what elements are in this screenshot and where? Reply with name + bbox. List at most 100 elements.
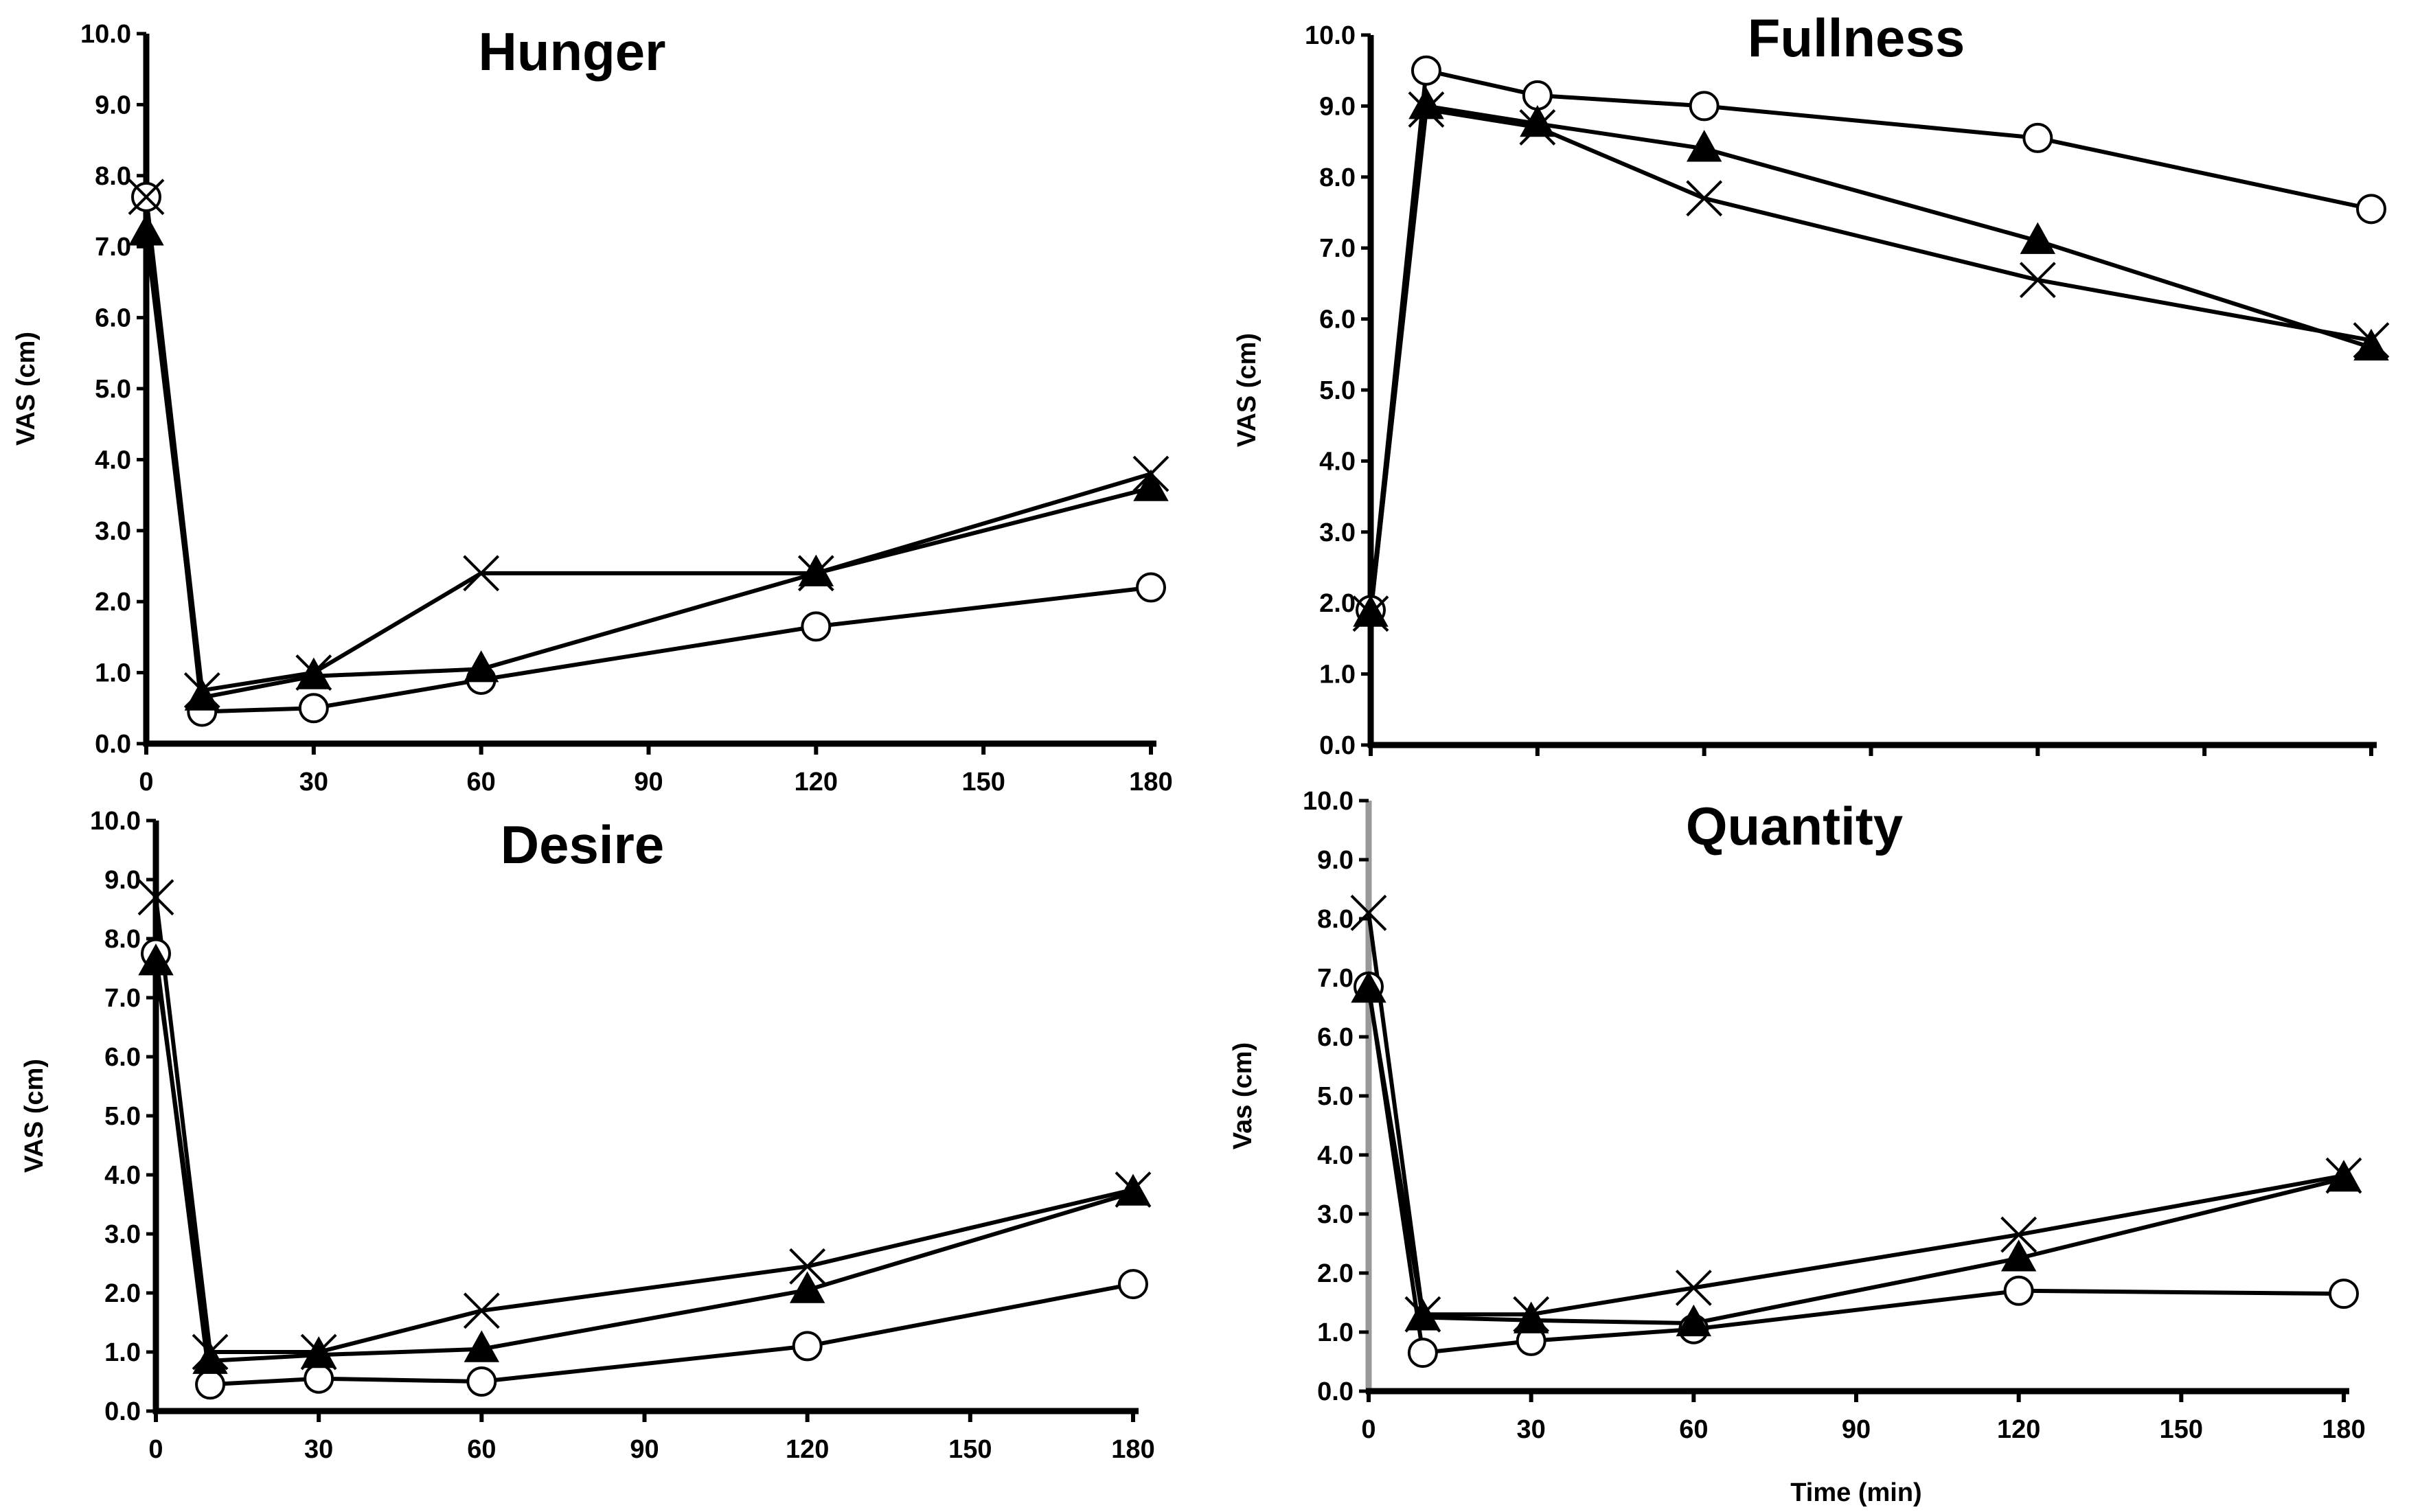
data-point-triangle — [1408, 87, 1444, 119]
x-tick-label: 180 — [1111, 1435, 1154, 1464]
y-tick-label: 2.0 — [1317, 1259, 1354, 1288]
y-tick-label: 3.0 — [104, 1220, 141, 1249]
series-line-triangle — [144, 232, 1152, 700]
data-point-triangle — [463, 650, 499, 683]
y-tick-label: 5.0 — [1317, 1082, 1354, 1111]
y-tick-label: 5.0 — [95, 375, 131, 404]
data-point-circle — [801, 611, 832, 642]
y-tick-label: 4.0 — [1317, 1141, 1354, 1170]
y-axis-label: Vas (cm) — [1229, 1042, 1257, 1149]
y-tick-label: 2.0 — [95, 588, 131, 617]
data-point-triangle — [798, 554, 834, 586]
data-point-cross — [1350, 894, 1387, 931]
data-point-triangle — [1351, 970, 1386, 1003]
y-tick-label: 3.0 — [95, 517, 131, 546]
data-point-cross — [2000, 1216, 2037, 1253]
data-point-cross — [137, 879, 174, 916]
data-point-circle — [1689, 91, 1720, 122]
y-tick-label: 9.0 — [1319, 92, 1356, 121]
x-tick-label: 0 — [148, 1435, 163, 1464]
series-line-triangle — [154, 961, 1134, 1363]
data-point-cross — [1408, 91, 1445, 128]
data-point-triangle — [2020, 222, 2056, 254]
data-point-circle — [2003, 1275, 2034, 1306]
y-tick-label: 8.0 — [95, 162, 131, 191]
y-tick-label: 10.0 — [1303, 787, 1354, 816]
data-point-cross — [1404, 1296, 1441, 1333]
y-tick-label: 3.0 — [1317, 1200, 1354, 1229]
y-tick-label: 5.0 — [1319, 376, 1356, 405]
x-axis-label: Time (min) — [1790, 1478, 1921, 1507]
y-tick-label: 10.0 — [1305, 21, 1356, 50]
data-point-cross — [183, 672, 220, 709]
data-point-triangle — [138, 943, 174, 976]
x-tick-label: 120 — [795, 768, 838, 797]
y-axis-label: VAS (cm) — [1233, 333, 1261, 447]
data-point-circle — [1407, 1338, 1438, 1368]
series-line-cross — [1369, 107, 2372, 615]
series-line-circle — [144, 196, 1152, 714]
data-point-cross — [463, 1292, 500, 1329]
x-tick-label: 120 — [786, 1435, 829, 1464]
y-tick-label: 5.0 — [104, 1102, 141, 1131]
data-point-circle — [195, 1369, 226, 1400]
x-tick-label: 150 — [948, 1435, 992, 1464]
data-point-cross — [300, 1333, 337, 1371]
y-tick-label: 10.0 — [80, 20, 131, 49]
data-point-triangle — [1676, 1304, 1712, 1337]
data-point-cross — [192, 1333, 229, 1371]
chart-title: Hunger — [479, 21, 666, 82]
x-tick-label: 30 — [1517, 1415, 1546, 1444]
y-tick-label: 9.0 — [104, 866, 141, 895]
data-point-circle — [1522, 80, 1553, 111]
x-tick-label: 0 — [139, 768, 153, 797]
y-tick-label: 1.0 — [1317, 1318, 1354, 1347]
data-point-circle — [1118, 1269, 1148, 1300]
y-tick-label: 4.0 — [104, 1161, 141, 1190]
y-tick-label: 9.0 — [1317, 846, 1354, 875]
x-tick-label: 90 — [634, 768, 663, 797]
data-point-cross — [1513, 1296, 1550, 1333]
data-point-triangle — [2353, 328, 2389, 360]
data-point-cross — [295, 654, 332, 691]
y-tick-label: 8.0 — [1317, 905, 1354, 934]
data-point-cross — [789, 1248, 826, 1285]
y-tick-label: 7.0 — [1319, 234, 1356, 263]
data-point-triangle — [184, 678, 220, 711]
y-tick-label: 8.0 — [104, 925, 141, 954]
data-point-cross — [2325, 1157, 2362, 1194]
y-tick-label: 1.0 — [104, 1338, 141, 1367]
y-tick-label: 4.0 — [1319, 447, 1356, 476]
data-point-cross — [1519, 109, 1556, 146]
x-tick-label: 0 — [1361, 1415, 1375, 1444]
data-point-circle — [466, 1366, 497, 1397]
data-point-triangle — [464, 1330, 500, 1362]
x-tick-label: 180 — [2322, 1415, 2365, 1444]
data-point-circle — [792, 1331, 823, 1362]
series-line-circle — [154, 953, 1134, 1387]
data-point-cross — [2353, 322, 2390, 359]
series-line-triangle — [1369, 104, 2372, 615]
data-point-circle — [1136, 572, 1166, 603]
y-tick-label: 7.0 — [95, 233, 131, 262]
y-tick-label: 10.0 — [90, 807, 141, 836]
data-point-circle — [2022, 122, 2053, 153]
data-point-cross — [128, 179, 165, 216]
x-tick-label: 150 — [961, 768, 1005, 797]
data-point-cross — [2019, 262, 2056, 299]
data-point-cross — [1352, 595, 1389, 632]
data-point-triangle — [1686, 130, 1722, 162]
y-axis-label: VAS (cm) — [12, 332, 41, 446]
chart-title: Fullness — [1748, 8, 1965, 68]
data-point-cross — [1675, 1270, 1712, 1306]
data-point-cross — [463, 555, 500, 592]
chart-fullness: Fullness VAS (cm) 0.0 1.0 2.0 3.0 4.0 5.0 6.0 7.0… — [1233, 8, 2390, 760]
data-point-cross — [1132, 455, 1169, 492]
y-tick-label: 7.0 — [1317, 964, 1354, 993]
data-point-circle — [298, 693, 329, 724]
x-tick-label: 60 — [467, 1435, 496, 1464]
y-tick-label: 6.0 — [1319, 306, 1356, 334]
chart-title: Desire — [501, 814, 665, 875]
y-tick-label: 1.0 — [1319, 661, 1356, 689]
